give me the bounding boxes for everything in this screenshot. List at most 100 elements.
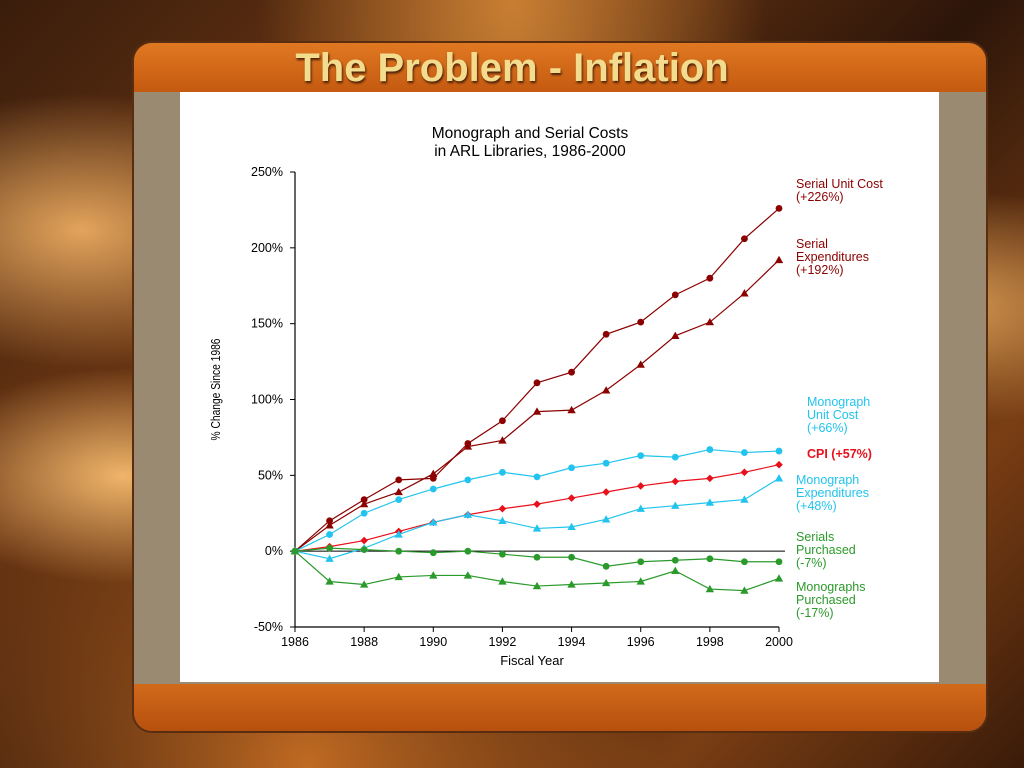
series-label: Unit Cost xyxy=(807,408,859,422)
data-point-triangle xyxy=(429,518,438,526)
series-label: Monograph xyxy=(796,473,859,487)
data-point-triangle xyxy=(705,584,715,593)
x-tick-label: 1988 xyxy=(350,635,378,649)
data-point-triangle xyxy=(532,407,542,415)
data-point-circle xyxy=(533,553,541,561)
y-tick-label: 150% xyxy=(251,317,283,331)
y-tick-label: -50% xyxy=(254,620,283,634)
data-point-circle xyxy=(464,547,472,555)
data-point-triangle xyxy=(290,546,300,555)
data-point-triangle xyxy=(498,436,507,444)
data-point-triangle xyxy=(532,524,542,532)
series-label: Serial xyxy=(796,237,828,251)
data-point-triangle xyxy=(325,554,334,562)
data-point-circle xyxy=(775,447,783,455)
data-point-circle xyxy=(326,517,333,525)
data-point-circle xyxy=(602,562,610,570)
data-point-circle xyxy=(741,449,748,456)
data-point-triangle xyxy=(567,405,576,414)
data-point-diamond xyxy=(498,504,507,513)
data-point-triangle xyxy=(532,581,542,590)
x-tick-label: 1990 xyxy=(419,635,447,649)
data-point-triangle xyxy=(671,501,680,509)
series-label: (-17%) xyxy=(796,606,834,620)
series-label: Expenditures xyxy=(796,250,869,264)
data-point-circle xyxy=(637,318,645,326)
data-point-circle xyxy=(775,205,783,212)
series-label: Serial Unit Cost xyxy=(796,177,883,191)
x-axis-title: Fiscal Year xyxy=(500,653,564,668)
data-point-circle xyxy=(602,330,610,338)
data-point-circle xyxy=(533,379,541,387)
data-point-triangle xyxy=(636,360,645,368)
series-label: Purchased xyxy=(796,543,856,557)
data-point-triangle xyxy=(740,495,749,503)
data-point-diamond xyxy=(671,477,680,486)
data-point-triangle xyxy=(774,574,784,582)
y-tick-label: 250% xyxy=(251,165,283,179)
data-point-triangle xyxy=(567,522,576,531)
data-point-triangle xyxy=(394,530,403,538)
x-tick-label: 1986 xyxy=(281,635,309,649)
data-point-diamond xyxy=(775,460,783,469)
x-tick-label: 1996 xyxy=(627,635,655,649)
data-point-circle xyxy=(637,558,645,566)
data-point-circle xyxy=(568,368,575,376)
data-point-triangle xyxy=(740,586,749,594)
data-point-circle xyxy=(360,496,368,503)
series-label: Expenditures xyxy=(796,486,869,500)
series-label: (+192%) xyxy=(796,263,844,277)
y-axis-title: % Change Since 1986 xyxy=(210,339,223,441)
data-point-circle xyxy=(326,531,333,538)
data-point-circle xyxy=(429,485,437,493)
data-point-circle xyxy=(499,468,506,476)
series-label: Monograph xyxy=(807,395,870,409)
data-point-triangle xyxy=(463,510,473,518)
series-label: Serials xyxy=(796,530,834,544)
series-label: Purchased xyxy=(796,593,856,607)
data-point-triangle xyxy=(429,469,438,477)
data-point-triangle xyxy=(601,515,611,523)
data-point-triangle xyxy=(636,577,645,585)
data-point-circle xyxy=(395,547,403,555)
data-point-triangle xyxy=(774,474,784,482)
data-point-circle xyxy=(706,446,714,453)
data-point-triangle xyxy=(705,317,715,326)
y-tick-label: 0% xyxy=(265,544,283,558)
data-point-circle xyxy=(326,544,333,552)
data-point-circle xyxy=(395,496,403,503)
data-point-triangle xyxy=(601,578,611,587)
title-bar xyxy=(134,43,986,92)
data-point-triangle xyxy=(498,577,507,585)
data-point-circle xyxy=(499,550,506,558)
data-point-triangle xyxy=(429,571,438,579)
data-point-triangle xyxy=(671,331,680,339)
data-point-circle xyxy=(568,553,575,561)
data-point-triangle xyxy=(325,521,334,529)
data-point-circle xyxy=(706,555,714,563)
data-point-circle xyxy=(568,464,575,472)
y-tick-label: 200% xyxy=(251,241,283,255)
data-point-circle xyxy=(602,459,610,467)
series-label: (+48%) xyxy=(796,499,837,513)
data-point-circle xyxy=(464,476,472,484)
data-point-triangle xyxy=(671,566,680,575)
data-point-circle xyxy=(671,556,679,564)
data-point-triangle xyxy=(325,577,334,585)
data-point-triangle xyxy=(498,516,507,524)
data-point-circle xyxy=(775,558,783,566)
data-point-circle xyxy=(360,509,368,517)
data-point-circle xyxy=(533,473,541,481)
data-point-diamond xyxy=(567,494,576,502)
series-label: Monographs xyxy=(796,580,866,594)
data-point-circle xyxy=(499,417,506,425)
data-point-diamond xyxy=(706,474,714,483)
x-tick-label: 1998 xyxy=(696,635,724,649)
x-tick-label: 1994 xyxy=(558,635,586,649)
data-point-triangle xyxy=(740,289,749,297)
chart-panel: Monograph and Serial Costs in ARL Librari… xyxy=(180,92,939,682)
data-point-triangle xyxy=(705,498,715,506)
chart-title-line: in ARL Libraries, 1986-2000 xyxy=(434,143,626,160)
data-point-triangle xyxy=(359,580,369,588)
chart-title-line: Monograph and Serial Costs xyxy=(432,125,629,142)
